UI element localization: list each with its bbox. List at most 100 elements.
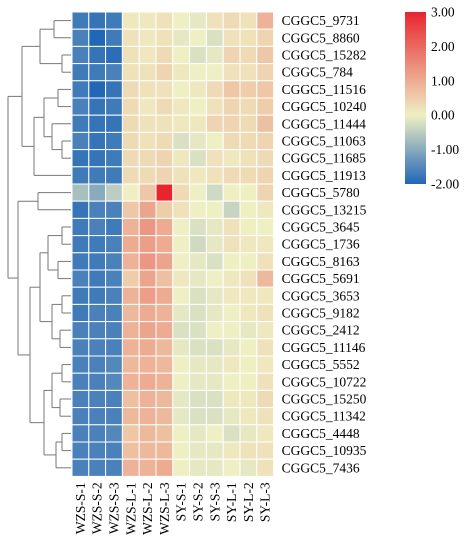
heatmap-cell [138, 200, 157, 219]
heatmap-cell [121, 338, 140, 357]
heatmap-cell [138, 131, 157, 151]
heatmap-cell [239, 63, 258, 82]
heatmap-cell [155, 200, 174, 219]
heatmap-cell [138, 45, 157, 65]
heatmap-cell [205, 45, 224, 65]
heatmap-cell [189, 458, 207, 477]
heatmap-cell [256, 200, 275, 219]
heatmap-cell [239, 424, 258, 443]
heatmap-cell [121, 217, 140, 237]
heatmap-cell [138, 321, 157, 340]
heatmap-cell [105, 286, 123, 305]
heatmap-cell [138, 97, 157, 116]
heatmap-cell [172, 149, 191, 168]
heatmap-cell [189, 441, 207, 460]
heatmap-cell [189, 183, 207, 202]
column-label: WZS-S-1 [73, 482, 88, 534]
heatmap-cell [222, 303, 241, 323]
heatmap-cell [121, 97, 140, 116]
heatmap-cell [205, 389, 224, 409]
heatmap-cell [172, 217, 191, 237]
heatmap-cell [88, 45, 107, 65]
row-label: CGGC5_3653 [282, 288, 360, 303]
heatmap-cell [239, 286, 258, 305]
heatmap-cell [205, 28, 224, 47]
row-label: CGGC5_9731 [282, 13, 360, 28]
heatmap-cell [105, 80, 123, 99]
row-label: CGGC5_11146 [282, 340, 366, 355]
heatmap-cell [155, 355, 174, 374]
heatmap-cell [105, 200, 123, 219]
heatmap-cell [222, 28, 241, 47]
heatmap-cell [71, 28, 90, 47]
heatmap-cell [189, 63, 207, 82]
heatmap-cell [121, 407, 140, 426]
heatmap-cell [71, 183, 90, 202]
heatmap-cell [189, 321, 207, 340]
heatmap-cell [189, 235, 207, 254]
heatmap-cell [222, 286, 241, 305]
heatmap-cell [121, 269, 140, 288]
heatmap-cell [205, 183, 224, 202]
heatmap-cell [239, 389, 258, 409]
heatmap-cell [71, 45, 90, 65]
heatmap-cell [222, 372, 241, 391]
heatmap-cell [88, 321, 107, 340]
heatmap-cell [172, 183, 191, 202]
heatmap-cell [88, 441, 107, 460]
heatmap-cell [71, 355, 90, 374]
row-label: CGGC5_2412 [282, 323, 360, 338]
heatmap-cell [239, 321, 258, 340]
heatmap-cell [71, 269, 90, 288]
heatmap-cell [239, 407, 258, 426]
heatmap-cell [105, 252, 123, 271]
heatmap-cell [172, 303, 191, 323]
heatmap-cell [189, 355, 207, 374]
heatmap-cell [222, 321, 241, 340]
heatmap-cell [172, 200, 191, 219]
heatmap-cell [121, 183, 140, 202]
heatmap-cell [189, 28, 207, 47]
legend-tick-label: 0.00 [431, 108, 455, 123]
heatmap-cell [88, 458, 107, 477]
row-label: CGGC5_11342 [282, 409, 366, 424]
heatmap-cell [121, 200, 140, 219]
heatmap-cell [222, 235, 241, 254]
heatmap-cell [155, 407, 174, 426]
heatmap-cell [172, 80, 191, 99]
heatmap-cell [256, 80, 275, 99]
heatmap-cell [88, 286, 107, 305]
heatmap-cell [105, 321, 123, 340]
heatmap-cell [71, 235, 90, 254]
heatmap-cell [256, 424, 275, 443]
heatmap-cell [205, 166, 224, 185]
heatmap-cell [88, 217, 107, 237]
heatmap-cell [256, 235, 275, 254]
heatmap-cell [71, 321, 90, 340]
heatmap-cell [256, 458, 275, 477]
heatmap-cell [138, 149, 157, 168]
heatmap-cell [256, 149, 275, 168]
heatmap-cell [71, 97, 90, 116]
heatmap-cell [205, 217, 224, 237]
heatmap-cell [105, 131, 123, 151]
heatmap-cell [222, 441, 241, 460]
heatmap-cell [205, 441, 224, 460]
heatmap-cell [205, 97, 224, 116]
heatmap-cell [256, 131, 275, 151]
heatmap-cell [105, 183, 123, 202]
row-label: CGGC5_784 [282, 65, 354, 80]
column-label: SY-S-3 [207, 482, 222, 521]
heatmap-cell [71, 407, 90, 426]
heatmap-cell [88, 28, 107, 47]
heatmap-cell [222, 458, 241, 477]
column-label: WZS-L-2 [140, 482, 155, 534]
heatmap-cell [138, 235, 157, 254]
heatmap-cell [239, 235, 258, 254]
row-label: CGGC5_10935 [282, 443, 367, 458]
heatmap-cell [205, 338, 224, 357]
heatmap-cell [138, 355, 157, 374]
heatmap-cell [222, 424, 241, 443]
heatmap-cell [155, 166, 174, 185]
heatmap-cell [138, 441, 157, 460]
